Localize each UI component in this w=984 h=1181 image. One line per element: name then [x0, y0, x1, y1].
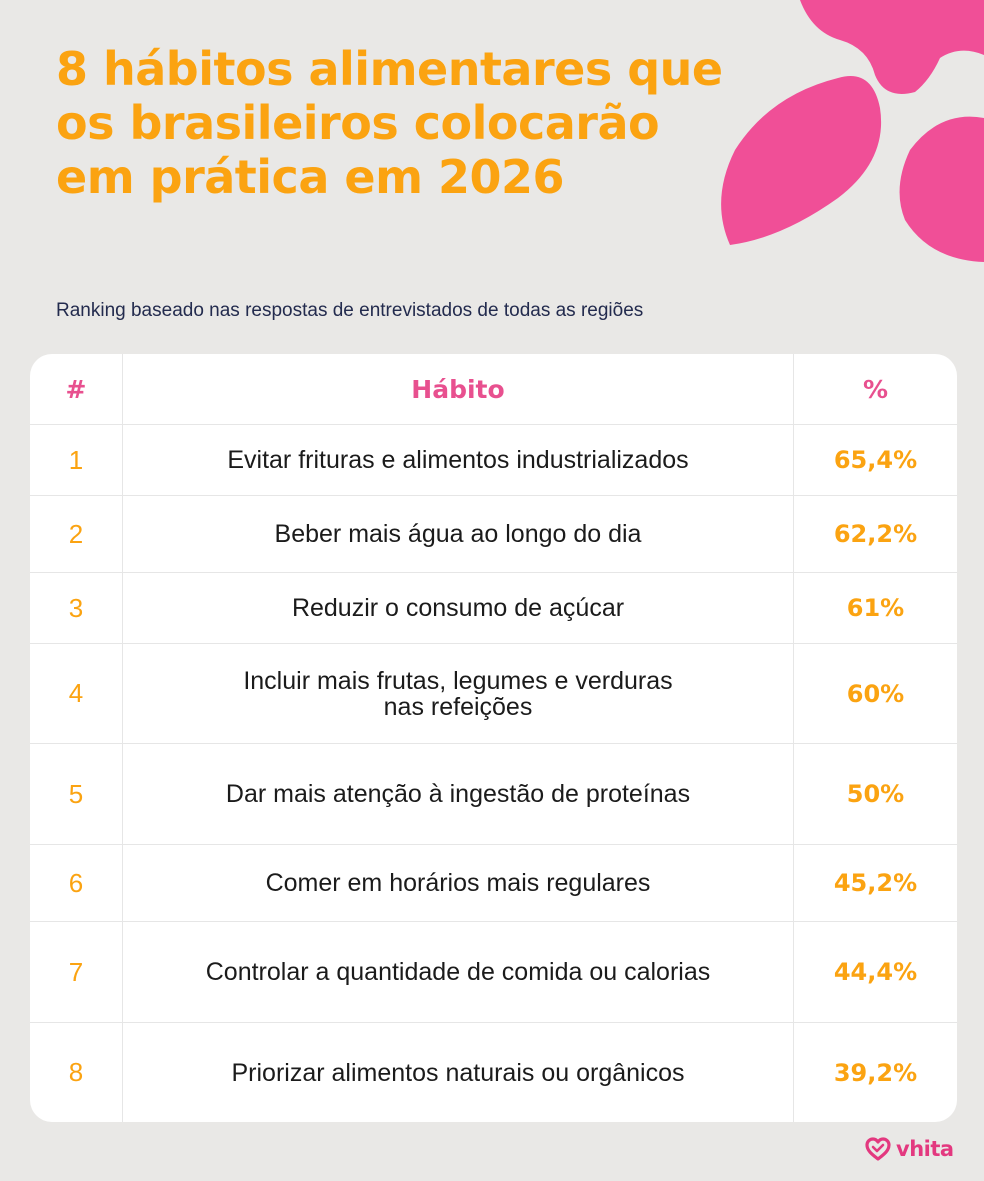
percent-value: 60%	[846, 679, 905, 708]
percent-cell: 62,2%	[794, 496, 957, 572]
header-percent-cell: %	[794, 354, 957, 424]
percent-cell: 61%	[794, 573, 957, 643]
rank-cell: 1	[30, 425, 123, 495]
ranking-table: # Hábito % 1 Evitar frituras e alimentos…	[30, 354, 957, 1122]
header-habit-label: Hábito	[411, 374, 505, 404]
rank-number: 4	[68, 678, 84, 708]
habit-text: Comer em horários mais regulares	[265, 869, 651, 897]
habit-cell: Priorizar alimentos naturais ou orgânico…	[123, 1023, 794, 1122]
table-row: 1 Evitar frituras e alimentos industrial…	[30, 425, 957, 496]
habit-cell: Incluir mais frutas, legumes e verduras …	[123, 644, 794, 743]
percent-value: 62,2%	[833, 520, 918, 548]
lower-leaf-shape	[899, 116, 984, 263]
header-habit-cell: Hábito	[123, 354, 794, 424]
habit-cell: Beber mais água ao longo do dia	[123, 496, 794, 572]
percent-cell: 50%	[794, 744, 957, 844]
table-row: 5 Dar mais atenção à ingestão de proteín…	[30, 744, 957, 845]
rank-cell: 7	[30, 922, 123, 1022]
header-percent-label: %	[862, 374, 889, 404]
rank-number: 3	[68, 592, 84, 623]
rank-number: 2	[68, 518, 84, 549]
habit-text: Evitar frituras e alimentos industrializ…	[227, 446, 689, 474]
rank-cell: 3	[30, 573, 123, 643]
rank-cell: 2	[30, 496, 123, 572]
habit-text: Reduzir o consumo de açúcar	[291, 594, 625, 622]
rank-number: 7	[68, 956, 84, 987]
brand-name: vhita	[896, 1137, 954, 1161]
rank-cell: 4	[30, 644, 123, 743]
heart-logo-icon	[865, 1137, 891, 1161]
rank-number: 5	[68, 778, 84, 809]
brand-logo: vhita	[864, 1136, 954, 1162]
percent-cell: 65,4%	[794, 425, 957, 495]
percent-value: 61%	[846, 594, 905, 622]
page-title: 8 hábitos alimentares que os brasileiros…	[56, 42, 723, 204]
header-rank-cell: #	[30, 354, 123, 424]
table-header-row: # Hábito %	[30, 354, 957, 425]
percent-value: 65,4%	[833, 446, 918, 474]
percent-cell: 39,2%	[794, 1023, 957, 1122]
table-row: 4 Incluir mais frutas, legumes e verdura…	[30, 644, 957, 744]
habit-text: Controlar a quantidade de comida ou calo…	[205, 958, 711, 986]
percent-value: 39,2%	[833, 1058, 918, 1087]
habit-cell: Reduzir o consumo de açúcar	[123, 573, 794, 643]
page-subtitle: Ranking baseado nas respostas de entrevi…	[56, 300, 644, 321]
habit-text: Beber mais água ao longo do dia	[274, 520, 642, 548]
rank-cell: 6	[30, 845, 123, 921]
header-rank-label: #	[65, 374, 87, 404]
habit-text: Dar mais atenção à ingestão de proteínas	[225, 780, 691, 808]
rank-cell: 8	[30, 1023, 123, 1122]
upper-leaf-shape	[800, 0, 984, 94]
rank-number: 1	[68, 444, 84, 475]
percent-value: 44,4%	[833, 958, 918, 986]
rank-cell: 5	[30, 744, 123, 844]
percent-value: 50%	[846, 780, 905, 808]
habit-text: Incluir mais frutas, legumes e verduras …	[243, 666, 673, 721]
habit-text: Priorizar alimentos naturais ou orgânico…	[231, 1058, 685, 1087]
percent-cell: 60%	[794, 644, 957, 743]
rank-number: 8	[68, 1057, 84, 1087]
table-row: 3 Reduzir o consumo de açúcar 61%	[30, 573, 957, 644]
habit-cell: Controlar a quantidade de comida ou calo…	[123, 922, 794, 1022]
percent-cell: 45,2%	[794, 845, 957, 921]
middle-leaf-shape	[721, 76, 882, 245]
table-row: 8 Priorizar alimentos naturais ou orgâni…	[30, 1023, 957, 1122]
table-row: 2 Beber mais água ao longo do dia 62,2%	[30, 496, 957, 573]
table-row: 6 Comer em horários mais regulares 45,2%	[30, 845, 957, 922]
table-row: 7 Controlar a quantidade de comida ou ca…	[30, 922, 957, 1023]
percent-value: 45,2%	[833, 869, 918, 897]
percent-cell: 44,4%	[794, 922, 957, 1022]
habit-cell: Comer em horários mais regulares	[123, 845, 794, 921]
habit-cell: Evitar frituras e alimentos industrializ…	[123, 425, 794, 495]
rank-number: 6	[68, 867, 84, 898]
habit-cell: Dar mais atenção à ingestão de proteínas	[123, 744, 794, 844]
